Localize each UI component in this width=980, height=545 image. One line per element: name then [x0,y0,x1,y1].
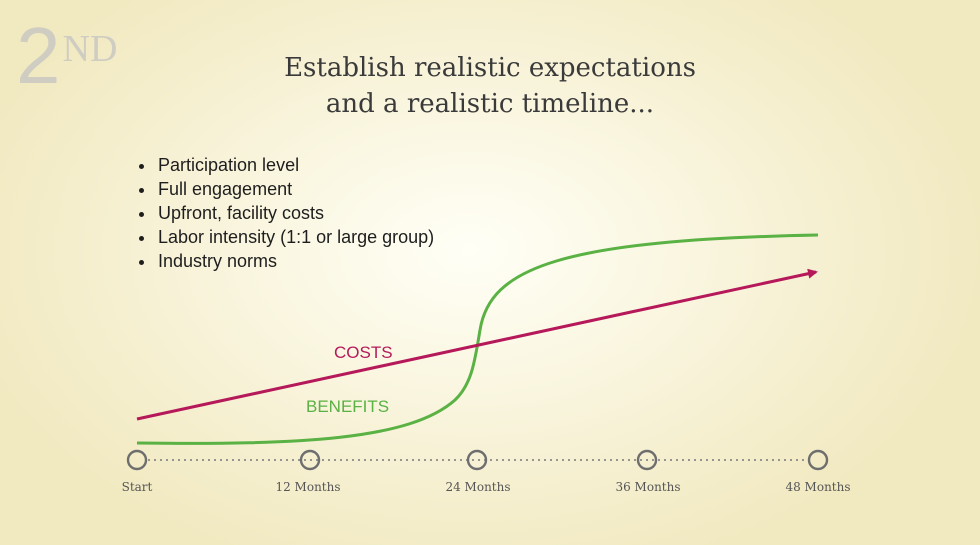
costs-label: COSTS [334,343,393,362]
timeline-node [466,449,488,471]
bullet-item: Labor intensity (1:1 or large group) [156,225,434,249]
title-line-1: Establish realistic expectations [284,53,696,83]
slide-title: Establish realistic expectations and a r… [180,50,800,122]
bullet-item: Upfront, facility costs [156,201,434,225]
benefits-curve [136,233,819,445]
timeline-node [807,449,829,471]
badge-number: 2 [16,11,61,100]
title-line-2: and a realistic timeline... [325,89,655,119]
tick-label: 36 Months [615,480,680,494]
bullet-list: Participation level Full engagement Upfr… [134,153,434,273]
costs-line [136,268,818,421]
tick-label: Start [122,480,153,494]
timeline-node [126,449,148,471]
bullet-item: Full engagement [156,177,434,201]
tick-label: 24 Months [445,480,510,494]
tick-label: 12 Months [275,480,340,494]
section-number-badge: 2ND [16,16,117,96]
tick-label: 48 Months [785,480,850,494]
timeline-node [299,449,321,471]
benefits-label: BENEFITS [306,397,389,416]
badge-suffix: ND [62,28,118,70]
timeline-node [636,449,658,471]
bullet-item: Industry norms [156,249,434,273]
bullet-item: Participation level [156,153,434,177]
